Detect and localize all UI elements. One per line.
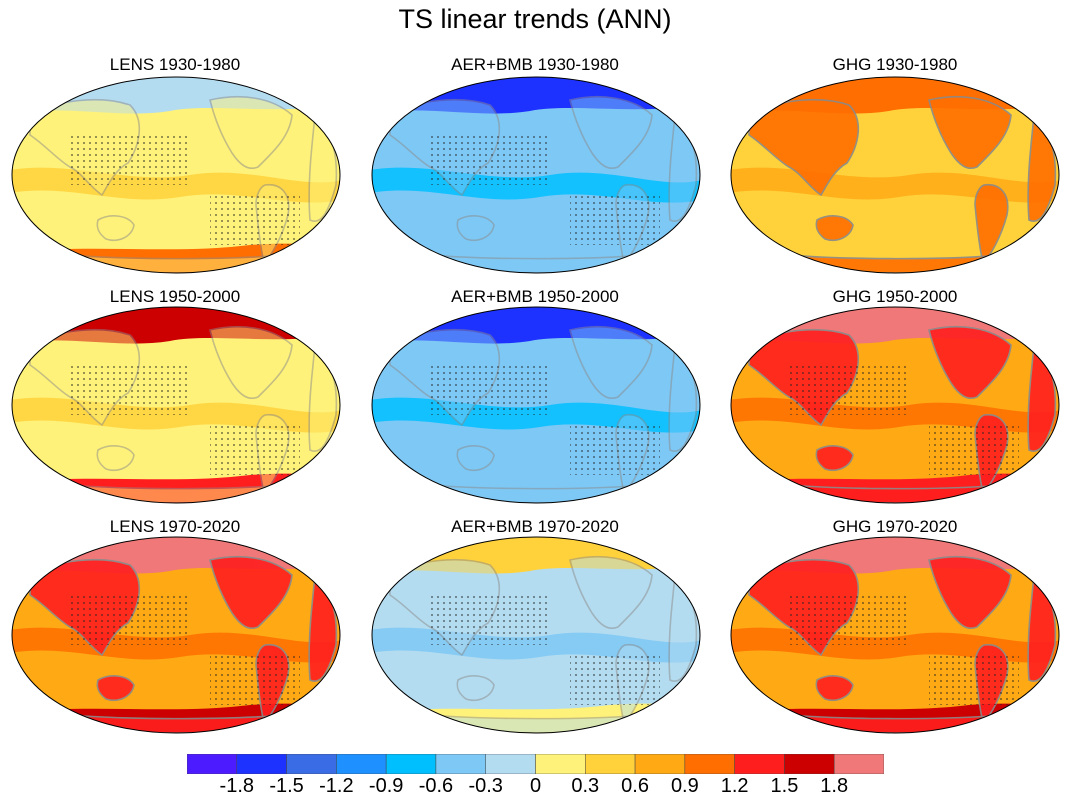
colorbar-segment [684,754,735,774]
significance-stipple [70,135,190,185]
colorbar-segment [485,754,536,774]
panel-title: AER+BMB 1930-1980 [451,55,619,74]
colorbar-segment [784,754,835,774]
colorbar [187,754,884,774]
colorbar-tick-label: -0.6 [418,775,454,797]
colorbar-segment [236,754,287,774]
map-panel [371,76,701,274]
coastline [456,215,495,241]
colorbar-tick-label: -0.9 [368,775,404,797]
colorbar-tick-label: -1.8 [219,775,255,797]
colorbar-tick-label: 1.2 [720,775,749,797]
coastline [815,445,854,471]
map-panel [11,536,341,734]
map-panel [371,306,701,504]
colorbar-segment [435,754,486,774]
coastline [748,99,860,197]
panel-title: LENS 1970-2020 [109,517,241,536]
map-panel [11,306,341,504]
coastline [456,445,495,471]
map-panel [730,536,1060,734]
coastline [209,95,293,169]
significance-stipple [430,595,550,645]
map-outline [11,76,341,274]
significance-stipple [210,425,300,475]
coastline [96,215,135,241]
colorbar-segment [336,754,387,774]
coastline [815,675,854,701]
colorbar-segment [187,754,238,774]
coastline [815,215,854,241]
significance-stipple [430,365,550,415]
colorbar-tick-label: 0.6 [621,775,649,797]
map-outline [730,76,1060,274]
map-outline [371,306,701,504]
panel-title: LENS 1930-1980 [109,55,241,74]
map-panel [730,306,1060,504]
significance-stipple [789,365,909,415]
map-outline [371,76,701,274]
significance-stipple [70,365,190,415]
panel-title: GHG 1970-2020 [832,517,958,536]
colorbar-tick-label: 0.3 [571,775,600,797]
colorbar-tick-label: -1.5 [269,775,304,797]
panel-title: LENS 1950-2000 [109,287,241,306]
significance-stipple [430,135,550,185]
coastline [96,675,135,701]
colorbar-segment [833,754,884,774]
colorbar-segment [585,754,636,774]
significance-stipple [789,595,909,645]
panel-title: GHG 1950-2000 [832,287,958,306]
colorbar-tick-label: -0.3 [468,775,503,797]
panel-title: AER+BMB 1970-2020 [451,517,619,536]
significance-stipple [929,655,1019,705]
map-outline [11,536,341,734]
coastline [569,95,653,169]
coastline [456,675,495,701]
panel-title: AER+BMB 1950-2000 [451,287,619,306]
colorbar-tick-label: 0.9 [670,775,699,797]
map-outline [730,536,1060,734]
map-panel [11,76,341,274]
colorbar-tick-label: 1.5 [770,775,799,797]
coastline [928,555,1012,629]
colorbar-tick-label: 0 [529,775,542,797]
figure-title: TS linear trends (ANN) [398,4,672,34]
coastline [928,95,1012,169]
colorbar-tick-label: -1.2 [319,775,354,797]
significance-stipple [570,425,660,475]
map-panel [730,76,1060,274]
coastline [209,555,293,629]
coastline [928,325,1012,399]
coastline [96,445,135,471]
coastline [209,325,293,399]
map-outline [11,306,341,504]
significance-stipple [570,195,660,245]
significance-stipple [929,425,1019,475]
significance-stipple [210,195,300,245]
coastline [569,325,653,399]
colorbar-segment [385,754,437,774]
map-outline [371,536,701,734]
colorbar-segment [286,754,337,774]
map-panel [371,536,701,734]
colorbar-segment [634,754,686,774]
coastline [569,555,653,629]
colorbar-segment [734,754,785,774]
colorbar-tick-label: 1.8 [820,775,849,797]
significance-stipple [210,655,300,705]
significance-stipple [570,655,660,705]
panel-title: GHG 1930-1980 [832,55,958,74]
colorbar-segment [535,754,586,774]
map-outline [730,306,1060,504]
significance-stipple [70,595,190,645]
